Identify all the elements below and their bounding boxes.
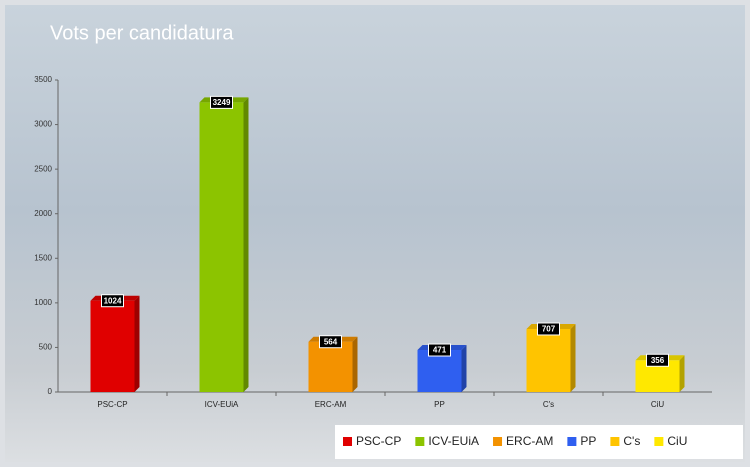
legend-swatch xyxy=(610,437,620,446)
legend-label: PP xyxy=(580,434,596,448)
value-label-box xyxy=(428,343,451,357)
legend-swatch xyxy=(493,437,503,446)
value-label: 707 xyxy=(542,325,556,334)
bar-side xyxy=(352,336,358,392)
value-label: 564 xyxy=(324,337,338,346)
value-label-box xyxy=(646,353,669,367)
chart-title: Vots per candidatura xyxy=(50,22,234,44)
y-tick-label: 3000 xyxy=(34,120,52,129)
y-tick-label: 2000 xyxy=(34,209,52,218)
legend-swatch xyxy=(343,437,352,446)
value-label-box xyxy=(537,322,560,336)
x-tick-label: ERC-AM xyxy=(315,400,347,409)
value-label-box xyxy=(210,95,233,109)
x-tick-label: CiU xyxy=(651,400,665,409)
x-tick-label: C's xyxy=(543,400,554,409)
value-label: 3249 xyxy=(213,98,231,107)
bar xyxy=(417,350,462,392)
legend-swatch xyxy=(415,437,425,446)
legend-label: CiU xyxy=(667,434,687,448)
y-tick-label: 0 xyxy=(48,387,53,396)
y-tick-label: 500 xyxy=(39,343,53,352)
value-label: 356 xyxy=(651,356,665,365)
x-tick-label: ICV-EUiA xyxy=(205,400,239,409)
bar-side xyxy=(461,345,467,392)
bar-side xyxy=(570,323,576,392)
y-tick-label: 2500 xyxy=(34,164,52,173)
bar-side xyxy=(243,97,249,393)
bar xyxy=(526,328,571,392)
value-label: 471 xyxy=(433,346,447,355)
bar xyxy=(308,341,353,392)
y-tick-label: 1000 xyxy=(34,298,52,307)
legend xyxy=(335,425,743,459)
legend-swatch xyxy=(654,437,664,446)
bar xyxy=(199,102,244,393)
value-label-box xyxy=(101,294,124,308)
y-tick-label: 3500 xyxy=(34,75,52,84)
legend-label: PSC-CP xyxy=(356,434,401,448)
x-tick-label: PSC-CP xyxy=(97,400,127,409)
legend-label: ERC-AM xyxy=(506,434,553,448)
legend-label: ICV-EUiA xyxy=(428,434,479,448)
background xyxy=(5,5,745,462)
bar-side xyxy=(134,295,140,392)
legend-swatch xyxy=(567,437,577,446)
bar-side xyxy=(679,355,685,392)
value-label-box xyxy=(319,335,342,349)
y-tick-label: 1500 xyxy=(34,253,52,262)
value-label: 1024 xyxy=(104,296,122,305)
x-tick-label: PP xyxy=(434,400,445,409)
legend-label: C's xyxy=(623,434,640,448)
bar xyxy=(90,300,135,392)
